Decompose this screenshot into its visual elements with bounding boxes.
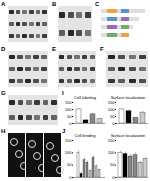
svg-text:100: 100 (108, 107, 115, 112)
svg-text:150: 150 (108, 100, 115, 105)
svg-text:50: 50 (67, 114, 72, 119)
svg-text:100: 100 (65, 150, 72, 155)
svg-text:50: 50 (67, 162, 72, 167)
html-text:B: B (52, 1, 57, 7)
html-text:F: F (100, 46, 104, 52)
html-text:G: G (1, 90, 6, 96)
html-text:A: A (1, 1, 6, 7)
svg-text:50: 50 (110, 114, 115, 119)
svg-text:50: 50 (110, 162, 115, 167)
svg-text:150: 150 (108, 138, 115, 143)
html-text:C: C (95, 1, 100, 7)
svg-text:100: 100 (108, 150, 115, 155)
html-text:E: E (52, 46, 56, 52)
svg-text:0: 0 (112, 175, 115, 179)
html-text:H: H (1, 128, 6, 134)
svg-text:150: 150 (65, 100, 72, 105)
html-text:Cell labeling: Cell labeling (74, 95, 96, 100)
svg-text:0: 0 (69, 121, 72, 125)
html-text:Cell binding: Cell binding (74, 133, 96, 138)
svg-text:100: 100 (65, 107, 72, 112)
svg-text:150: 150 (65, 138, 72, 143)
svg-text:0: 0 (69, 175, 72, 179)
html-text:Surface localization: Surface localization (110, 133, 146, 138)
svg-text:0: 0 (112, 121, 115, 125)
html-text:J: J (62, 128, 66, 134)
html-text:Surface localization: Surface localization (110, 95, 146, 100)
html-text:D: D (1, 46, 6, 52)
html-text:I: I (62, 90, 64, 96)
